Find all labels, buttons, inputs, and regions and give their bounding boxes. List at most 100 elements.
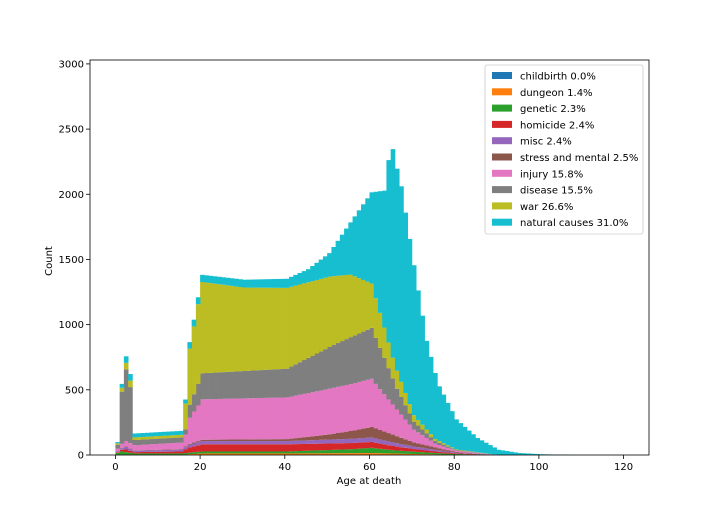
bar: [272, 369, 277, 398]
bar: [394, 388, 400, 410]
bar: [373, 337, 379, 384]
bar: [348, 274, 353, 338]
bar: [318, 435, 324, 440]
bar: [115, 452, 121, 453]
bar: [140, 433, 146, 437]
bar: [318, 351, 324, 391]
bar: [153, 450, 159, 452]
bar: [437, 445, 442, 449]
bar: [208, 453, 214, 455]
bar: [276, 287, 281, 370]
legend-entry: war 26.6%: [520, 202, 573, 213]
bar: [416, 425, 421, 433]
bar: [428, 450, 434, 453]
legend-entry: stress and mental 2.5%: [520, 153, 638, 164]
legend-swatch: [492, 72, 512, 79]
bar: [305, 440, 311, 444]
bar: [305, 269, 311, 283]
bar: [331, 449, 337, 454]
bar: [496, 449, 502, 455]
bar: [242, 439, 248, 442]
bar: [132, 437, 137, 441]
bar: [433, 439, 438, 441]
bar: [335, 240, 341, 276]
y-tick-label: 2000: [59, 190, 84, 201]
bar: [399, 450, 404, 454]
bar: [377, 191, 383, 313]
bar: [352, 442, 358, 449]
bar: [373, 428, 379, 439]
bar: [267, 444, 273, 452]
bar: [386, 368, 392, 400]
bar: [208, 372, 214, 400]
legend-entry: genetic 2.3%: [520, 104, 586, 115]
bar: [416, 447, 421, 450]
bar: [272, 444, 277, 452]
bar: [183, 434, 188, 447]
bar: [314, 450, 320, 454]
bar: [119, 451, 125, 455]
bar: [420, 447, 425, 451]
bar: [183, 429, 188, 435]
bar: [255, 439, 260, 442]
bar: [344, 228, 349, 275]
bar: [377, 430, 383, 440]
bar: [149, 450, 154, 452]
bar: [280, 368, 286, 398]
bar: [255, 441, 260, 445]
bar: [377, 448, 383, 454]
bar: [327, 434, 332, 440]
bar: [284, 439, 290, 442]
bar: [310, 453, 315, 455]
bar: [217, 372, 222, 399]
bar: [297, 362, 303, 395]
bar: [382, 357, 387, 395]
bar: [386, 441, 392, 446]
bar: [331, 439, 337, 444]
bar: [267, 451, 273, 454]
bar: [238, 279, 243, 287]
bar: [386, 399, 392, 434]
bar: [454, 453, 459, 455]
bar: [390, 450, 396, 454]
bar: [145, 453, 150, 455]
bar: [145, 432, 150, 437]
bar: [200, 373, 205, 400]
bar: [301, 437, 307, 441]
bar: [403, 419, 409, 440]
bar: [246, 398, 252, 440]
bar: [407, 238, 413, 405]
bar: [318, 443, 324, 451]
bar: [255, 370, 260, 399]
bar: [250, 398, 256, 440]
bar: [331, 345, 337, 388]
bar: [365, 379, 370, 428]
bar: [344, 443, 349, 450]
bar: [327, 253, 332, 277]
bar: [314, 443, 320, 451]
bar: [208, 275, 214, 284]
bar: [356, 333, 362, 382]
bar: [403, 451, 409, 454]
bar: [225, 444, 231, 452]
bar: [208, 399, 214, 440]
bar: [140, 439, 146, 445]
bar: [433, 449, 438, 452]
bar: [259, 439, 265, 442]
bar: [242, 444, 248, 452]
bar: [344, 438, 349, 444]
bar: [293, 444, 298, 452]
bar: [238, 286, 243, 372]
bar: [263, 369, 269, 398]
bar: [263, 279, 269, 288]
bar: [289, 440, 294, 445]
bar: [221, 441, 226, 445]
bar: [449, 452, 455, 453]
bar: [327, 388, 332, 435]
bar: [250, 441, 256, 445]
bar: [242, 398, 248, 440]
bar: [416, 443, 421, 448]
bar: [233, 444, 239, 452]
bar: [267, 439, 273, 442]
bar: [212, 439, 218, 442]
